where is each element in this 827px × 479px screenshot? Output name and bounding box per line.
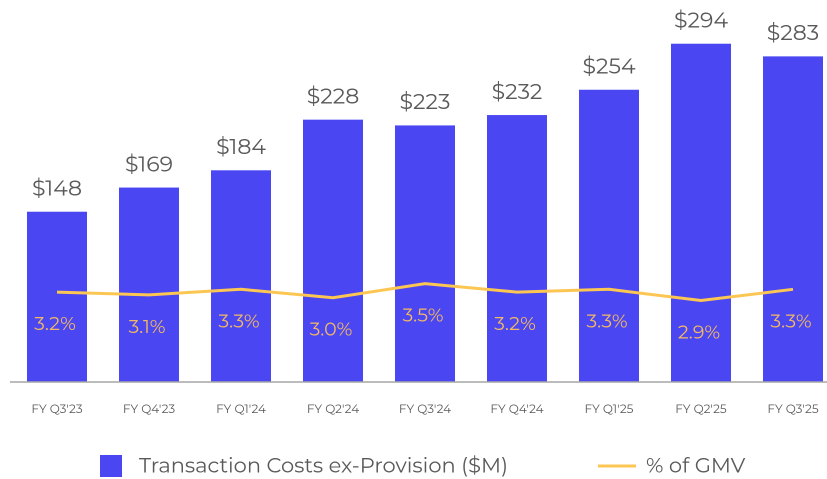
x-tick-label: FY Q4'23: [123, 402, 176, 417]
legend-label: % of GMV: [646, 454, 746, 479]
line-value-label: 3.3%: [218, 309, 259, 332]
bar: [303, 119, 363, 382]
x-tick-label: FY Q2'24: [307, 402, 359, 417]
bar-value-label: $294: [674, 7, 728, 34]
bar-value-label: $254: [582, 53, 635, 80]
bar-value-label: $169: [125, 150, 173, 177]
bar: [671, 43, 731, 382]
bar-value-label: $223: [400, 88, 451, 115]
bar-value-label: $148: [32, 174, 82, 201]
line-value-label: 3.2%: [34, 312, 76, 335]
line: [56, 282, 794, 303]
x-tick-label: FY Q2'25: [675, 402, 727, 417]
bar-value-label: $228: [307, 82, 360, 109]
line-value-label: 3.1%: [128, 315, 165, 338]
line-value-label: 3.3%: [770, 309, 811, 332]
bar-value-label: $232: [492, 78, 543, 105]
x-tick-label: FY Q1'25: [585, 402, 634, 417]
bar: [395, 125, 455, 383]
bar: [487, 115, 547, 382]
line-value-label: 3.3%: [586, 309, 627, 332]
x-tick-label: FY Q1'24: [216, 402, 266, 417]
x-tick-label: FY Q3'24: [399, 402, 451, 417]
bar: [763, 56, 823, 382]
bar: [211, 170, 271, 382]
bar-value-label: $283: [767, 19, 819, 46]
bar: [119, 187, 179, 382]
bar: [579, 89, 639, 383]
bar-value-label: $184: [216, 133, 266, 160]
bar: [27, 211, 87, 382]
legend-label: Transaction Costs ex-Provision ($M): [139, 454, 508, 479]
x-tick-label: FY Q3'25: [767, 402, 818, 417]
line-value-label: 3.2%: [494, 312, 536, 335]
x-tick-label: FY Q4'24: [490, 402, 543, 417]
x-tick-label: FY Q3'23: [31, 402, 82, 417]
legend-swatch: [100, 455, 122, 477]
line-value-label: 3.0%: [310, 318, 353, 341]
line-value-label: 3.5%: [402, 304, 443, 327]
line-value-label: 2.9%: [678, 321, 720, 344]
